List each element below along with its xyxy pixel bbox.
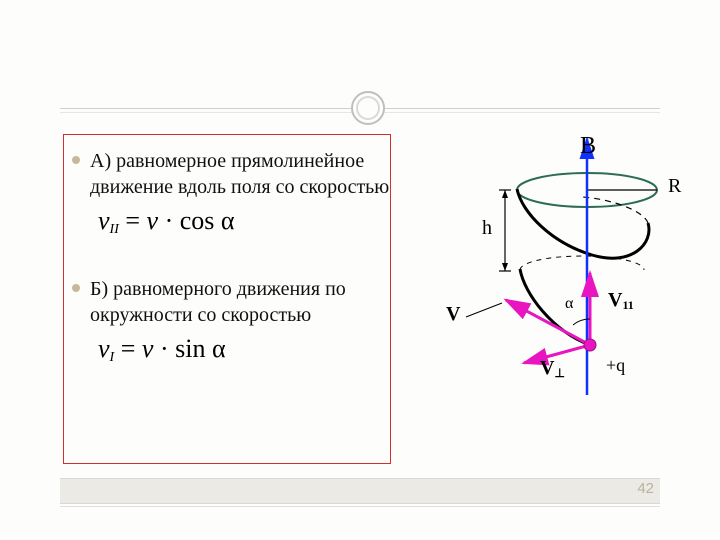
- formula-a-dot: ·: [158, 206, 180, 235]
- bullet-item-a: А) равномерное прямолинейное движение вд…: [72, 148, 392, 200]
- label-Vperp-sub: ⊥: [554, 366, 564, 380]
- formula-a-fn: cos α: [180, 206, 235, 235]
- bullet-text-b: Б) равномерного движения по окружности с…: [90, 276, 392, 328]
- label-R: R: [668, 175, 681, 198]
- formula-a: vII = v · cos α: [98, 206, 392, 238]
- decorative-circle-icon: [350, 90, 386, 126]
- formula-a-sub: II: [110, 222, 119, 237]
- formula-b-var: v: [98, 334, 110, 363]
- formula-a-eq: =: [119, 206, 147, 235]
- helical-motion-diagram: B R h V V11 V⊥ α +q: [432, 135, 698, 435]
- label-B: B: [580, 133, 596, 160]
- label-charge: +q: [606, 355, 625, 376]
- formula-b-dot: ·: [153, 334, 175, 363]
- bullet-list: А) равномерное прямолинейное движение вд…: [72, 148, 392, 386]
- page-number: 42: [0, 480, 654, 497]
- formula-a-var: v: [98, 206, 110, 235]
- label-V11-v: V: [608, 289, 622, 311]
- formula-b: vI = v · sin α: [98, 334, 392, 366]
- diagram-svg: [432, 135, 698, 435]
- formula-a-rhs-v: v: [147, 206, 159, 235]
- formula-b-fn: sin α: [175, 334, 225, 363]
- bullet-text-a: А) равномерное прямолинейное движение вд…: [90, 148, 392, 200]
- bullet-dot-icon: [72, 284, 80, 292]
- bullet-dot-icon: [72, 156, 80, 164]
- label-Vperp: V⊥: [540, 357, 565, 381]
- label-h: h: [482, 217, 492, 240]
- bullet-item-b: Б) равномерного движения по окружности с…: [72, 276, 392, 328]
- label-alpha: α: [565, 295, 573, 313]
- formula-b-eq: =: [114, 334, 142, 363]
- label-V11: V11: [608, 289, 634, 313]
- label-V: V: [446, 303, 460, 326]
- formula-b-rhs-v: v: [142, 334, 154, 363]
- label-Vperp-v: V: [540, 357, 554, 379]
- label-V11-sub: 11: [622, 298, 633, 312]
- bottom-rule: [60, 506, 660, 507]
